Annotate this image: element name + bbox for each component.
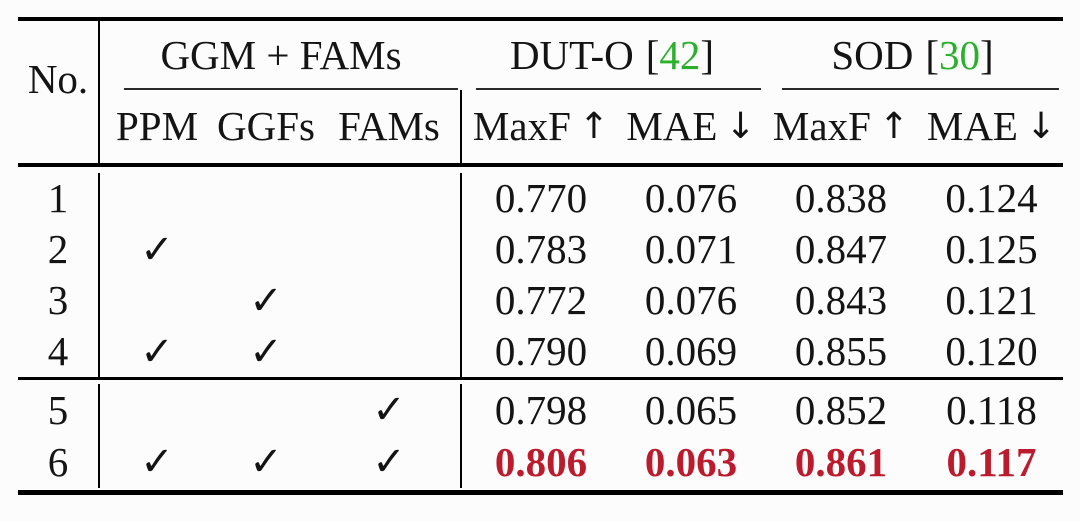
up-arrow-icon: ↑	[578, 105, 610, 147]
up-arrow-icon: ↑	[878, 105, 910, 147]
ppm-checkmark: ✓	[140, 439, 174, 485]
row-number: 1	[18, 173, 100, 224]
col-group-dut-o: DUT-O [ 42 ]	[462, 21, 762, 90]
section-divider-rule	[18, 377, 1063, 380]
citation-42: 42	[659, 32, 701, 78]
col-group-sod: SOD [ 30 ]	[762, 21, 1063, 90]
ggfs-checkmark: ✓	[249, 328, 283, 375]
ggfs-checkmark: ✓	[249, 277, 283, 324]
fams-checkmark	[318, 173, 462, 224]
fams-checkmark: ✓	[318, 384, 462, 436]
ggfs-checkmark	[214, 224, 318, 275]
ggfs-checkmark: ✓	[249, 439, 283, 485]
ggfs-checkmark	[214, 384, 318, 436]
mae-sod-value: 0.121	[945, 277, 1038, 323]
maxf-sod-value: 0.852	[794, 386, 888, 433]
col-header-ppm: PPM	[115, 103, 199, 149]
col-header-ggfs: GGFs	[217, 103, 315, 149]
maxf-sod-value: 0.838	[794, 175, 888, 221]
col-header-mae-duto: MAE ↓	[620, 90, 762, 163]
mae-duto-value: 0.076	[644, 175, 738, 221]
mae-duto-value-best: 0.063	[644, 438, 738, 485]
cmidrule-dut-o	[476, 88, 761, 90]
table-body-section-2: 5 ✓ 0.798 0.065 0.852 0.118 6 ✓ ✓ ✓ 0.80…	[18, 380, 1063, 490]
maxf-sod-value: 0.843	[794, 277, 888, 323]
down-arrow-icon: ↓	[725, 105, 756, 147]
col-header-no: No.	[18, 21, 100, 163]
bottom-rule	[18, 490, 1063, 495]
ppm-checkmark: ✓	[140, 328, 174, 375]
metric-label: MAE	[926, 103, 1018, 149]
row-number: 3	[18, 275, 100, 326]
bracket-close: ]	[980, 32, 994, 78]
mae-sod-value: 0.118	[946, 386, 1037, 433]
maxf-duto-value: 0.770	[494, 175, 588, 221]
group-label-ggm-fams: GGM + FAMs	[160, 32, 402, 78]
maxf-duto-value: 0.772	[494, 277, 588, 323]
mae-sod-value-best: 0.117	[946, 438, 1037, 485]
maxf-duto-value: 0.790	[494, 328, 588, 374]
fams-checkmark	[318, 275, 462, 326]
row-number: 6	[18, 436, 100, 488]
bracket-open: [	[645, 32, 660, 78]
col-header-maxf-sod: MaxF ↑	[762, 90, 920, 163]
maxf-sod-value: 0.855	[794, 328, 888, 374]
group-label-dut-o: DUT-O	[509, 32, 634, 78]
header-rule	[18, 163, 1063, 167]
fams-checkmark	[318, 326, 462, 377]
down-arrow-icon: ↓	[1025, 105, 1057, 147]
mae-duto-value: 0.076	[644, 277, 738, 323]
col-header-maxf-duto: MaxF ↑	[462, 90, 620, 163]
col-header-mae-sod: MAE ↓	[920, 90, 1063, 163]
maxf-sod-value: 0.847	[794, 226, 888, 272]
maxf-duto-value: 0.798	[494, 386, 588, 433]
bracket-open: [	[925, 32, 940, 78]
ggfs-checkmark	[214, 173, 318, 224]
metric-label: MAE	[626, 103, 718, 149]
cmidrule-ggm-fams	[124, 88, 458, 90]
cmidrule-sod	[782, 88, 1059, 90]
metric-label: MaxF	[472, 103, 571, 149]
ppm-checkmark	[100, 173, 214, 224]
maxf-sod-value-best: 0.861	[794, 438, 888, 485]
bracket-close: ]	[700, 32, 715, 78]
fams-checkmark: ✓	[318, 436, 462, 488]
maxf-duto-value: 0.783	[494, 226, 588, 272]
citation-30: 30	[939, 32, 981, 78]
mae-duto-value: 0.065	[644, 386, 738, 433]
col-header-fams: FAMs	[318, 90, 462, 163]
maxf-duto-value-best: 0.806	[494, 438, 588, 485]
results-table: No. GGM + FAMs DUT-O [ 42 ] SOD [ 30 ] P…	[18, 17, 1063, 495]
table-body-section-1: 1 0.770 0.076 0.838 0.124 2 ✓ 0.783 0.07…	[18, 167, 1063, 377]
mae-sod-value: 0.124	[945, 175, 1038, 221]
mae-duto-value: 0.071	[644, 226, 738, 272]
table-header: No. GGM + FAMs DUT-O [ 42 ] SOD [ 30 ] P…	[18, 21, 1063, 163]
row-number: 4	[18, 326, 100, 377]
group-label-sod: SOD	[831, 32, 914, 78]
ppm-checkmark: ✓	[140, 226, 174, 273]
col-group-ggm-fams: GGM + FAMs	[100, 21, 462, 90]
ppm-checkmark	[100, 384, 214, 436]
row-number: 5	[18, 384, 100, 436]
top-rule	[18, 17, 1063, 21]
metric-label: MaxF	[772, 103, 871, 149]
ppm-checkmark	[100, 275, 214, 326]
row-number: 2	[18, 224, 100, 275]
mae-sod-value: 0.125	[945, 226, 1038, 272]
mae-duto-value: 0.069	[644, 328, 738, 374]
fams-checkmark	[318, 224, 462, 275]
mae-sod-value: 0.120	[945, 328, 1038, 374]
